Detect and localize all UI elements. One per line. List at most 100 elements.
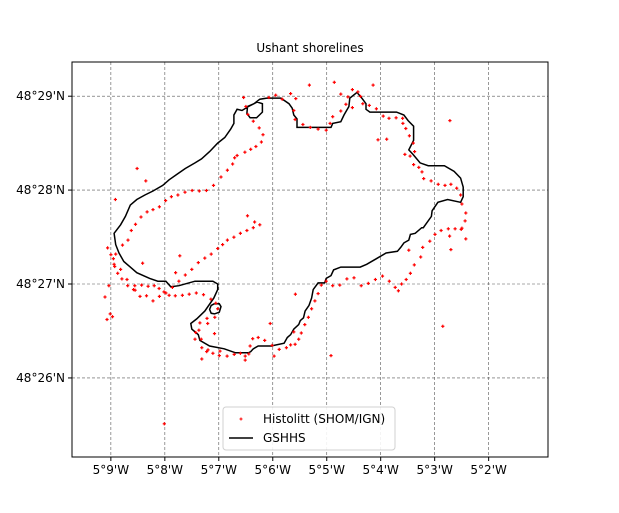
shoreline-point [162,422,166,426]
y-axis: 48°29'N 48°28'N 48°27'N 48°26'N [16,89,72,385]
y-tick-label: 48°28'N [16,183,65,197]
plot-background [72,62,548,457]
shoreline-point [107,284,111,288]
shoreline-point [292,108,296,113]
shoreline-point [251,337,255,341]
shoreline-point [253,220,257,224]
shoreline-point [193,337,197,341]
shoreline-point [126,238,130,242]
shoreline-point [352,276,356,280]
shoreline-point [380,274,385,278]
shoreline-point [393,285,397,289]
shoreline-point [244,104,248,109]
shoreline-point [422,177,426,181]
shoreline-point [407,134,411,138]
x-axis: 5°9'W 5°8'W 5°7'W 5°6'W 5°5'W 5°4'W 5°3'W 5°2'W [93,457,507,477]
shoreline-point [464,237,468,241]
legend-marker-histolitt [239,417,243,421]
shoreline-point [247,352,251,356]
shoreline-point [205,316,209,320]
shoreline-point [217,354,221,358]
shoreline-point [433,232,437,236]
shoreline-point [194,330,198,335]
shoreline-point [272,354,276,358]
shoreline-point [114,252,118,256]
shoreline-point [297,337,301,341]
shoreline-point [289,91,293,96]
shoreline-point [387,116,391,120]
shoreline-point [459,227,463,231]
legend-item-histolitt: Histolitt (SHOM/IGN) [239,412,385,426]
shoreline-point [209,297,213,301]
shoreline-point [221,243,225,247]
shoreline-point [284,346,288,350]
shoreline-point [419,255,423,259]
shoreline-point [417,165,421,169]
shoreline-point [133,288,137,292]
shoreline-point [401,121,405,126]
legend-label-histolitt: Histolitt (SHOM/IGN) [263,412,385,426]
shoreline-point [403,152,407,156]
shoreline-point [303,323,307,327]
shoreline-point [111,257,116,261]
shoreline-point [200,346,204,350]
shoreline-point [216,246,220,251]
shoreline-point [243,150,247,154]
shoreline-point [129,228,133,233]
shoreline-point [455,186,459,190]
shoreline-point [248,344,252,348]
shoreline-point [243,358,247,362]
shoreline-point [138,294,142,298]
shoreline-point [151,299,155,303]
shoreline-point [308,125,312,130]
shoreline-point [170,285,174,289]
shoreline-point [404,277,408,282]
shoreline-point [280,97,284,101]
shoreline-point [339,92,343,96]
x-tick-label: 5°3'W [416,463,453,477]
shoreline-point [411,141,415,145]
shoreline-point [277,347,281,351]
shoreline-point [412,263,416,267]
plot-frame [71,61,549,458]
legend-box [222,406,396,451]
x-tick-label: 5°2'W [470,463,507,477]
shoreline-point [421,245,425,249]
shoreline-point [344,102,348,106]
shoreline-point [381,114,385,118]
shoreline-point [299,331,303,335]
shoreline-point [198,321,202,325]
shoreline-point [385,137,389,141]
shoreline-point [145,210,149,214]
y-tick-label: 48°29'N [16,89,65,103]
shoreline-point [324,279,328,283]
shoreline-point [256,335,260,340]
shoreline-point [268,321,272,326]
shoreline-point [169,195,173,199]
shoreline-point [408,154,412,158]
shoreline-point [324,128,328,132]
shoreline-point [141,261,145,265]
shoreline-point [225,238,229,242]
shoreline-point [374,107,378,111]
shoreline-point [238,231,242,235]
shoreline-point [196,261,200,265]
shoreline-point [294,96,298,101]
shoreline-point [109,253,113,257]
y-tick-label: 48°26'N [16,371,65,385]
shoreline-point [346,95,350,99]
shoreline-point [133,284,137,288]
shoreline-point [238,351,242,355]
shoreline-point [387,279,391,283]
shoreline-point [203,256,207,260]
shoreline-point [206,348,210,352]
shoreline-point [329,354,333,358]
shoreline-point [178,254,182,258]
shoreline-point [211,351,215,355]
shoreline-point [366,281,370,285]
shoreline-point [306,315,310,319]
shoreline-point [258,223,262,227]
shoreline-point [146,284,150,288]
series-shoreline-outline-2 [208,302,222,315]
shoreline-point [225,168,229,172]
